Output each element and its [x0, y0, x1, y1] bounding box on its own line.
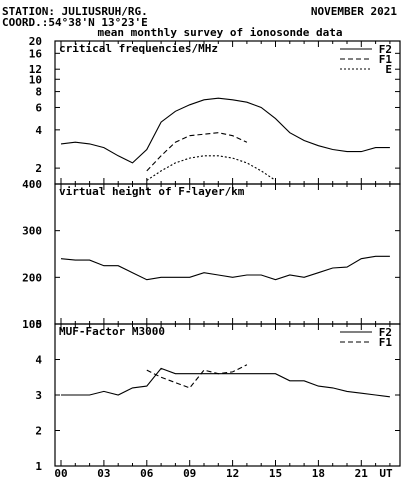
panel-title: MUF-Factor M3000	[59, 325, 165, 338]
x-tick-label: 15	[269, 467, 282, 480]
y-tick-label: 4	[35, 354, 42, 367]
y-tick-label: 100	[22, 318, 42, 331]
panel-frame	[54, 40, 401, 185]
legend-label: F2	[379, 326, 392, 339]
panel-title: virtual height of F-layer/km	[59, 185, 245, 198]
x-tick-label: 09	[183, 467, 196, 480]
y-tick-label: 10	[29, 73, 42, 86]
y-tick-label: 200	[22, 271, 42, 284]
y-tick-label: 2	[35, 425, 42, 438]
coord-label: COORD.:54°38'N 13°23'E	[2, 16, 148, 29]
series-line-e	[146, 155, 276, 181]
y-tick-label: 12	[29, 63, 42, 76]
y-tick-label: 2	[35, 162, 42, 175]
y-tick-label: 400	[22, 178, 42, 191]
x-tick-label: 18	[312, 467, 325, 480]
series-line-height	[60, 255, 390, 281]
legend-label: F2	[379, 43, 392, 56]
panel-2: 100 200 300 400 virtual height of F-layer/km	[22, 178, 401, 331]
y-tick-label: 16	[29, 47, 43, 60]
legend-label: F1	[379, 336, 393, 349]
series-line-f2	[61, 367, 390, 398]
x-tick-label: 12	[226, 467, 239, 480]
panel-title: critical frequencies/MHz	[59, 42, 218, 55]
y-tick-label: 300	[22, 225, 42, 238]
series-line-f1	[146, 132, 248, 172]
series-line-f2	[60, 97, 390, 164]
x-tick-label: 00	[54, 467, 67, 480]
y-tick-label: 1	[35, 460, 42, 473]
x-tick-label: UT	[379, 467, 393, 480]
x-tick-label: 03	[97, 467, 110, 480]
y-tick-label: 8	[35, 86, 42, 99]
x-tick-label: 06	[140, 467, 154, 480]
series-line-f1	[146, 364, 248, 389]
x-tick-label: 21	[355, 467, 369, 480]
panel-frame	[54, 183, 401, 325]
y-tick-label: 4	[35, 124, 42, 137]
subtitle-label: mean monthly survey of ionosonde data	[97, 26, 342, 39]
date-label: NOVEMBER 2021	[311, 5, 397, 18]
legend-label: E	[385, 63, 392, 76]
y-tick-label: 20	[29, 35, 42, 48]
y-tick-label: 3	[35, 389, 42, 402]
y-tick-label: 5	[35, 318, 42, 331]
y-tick-label: 6	[35, 101, 42, 114]
station-label: STATION: JULIUSRUH/RG.	[2, 5, 148, 18]
legend-label: F1	[379, 53, 393, 66]
panel-frame	[54, 323, 401, 467]
